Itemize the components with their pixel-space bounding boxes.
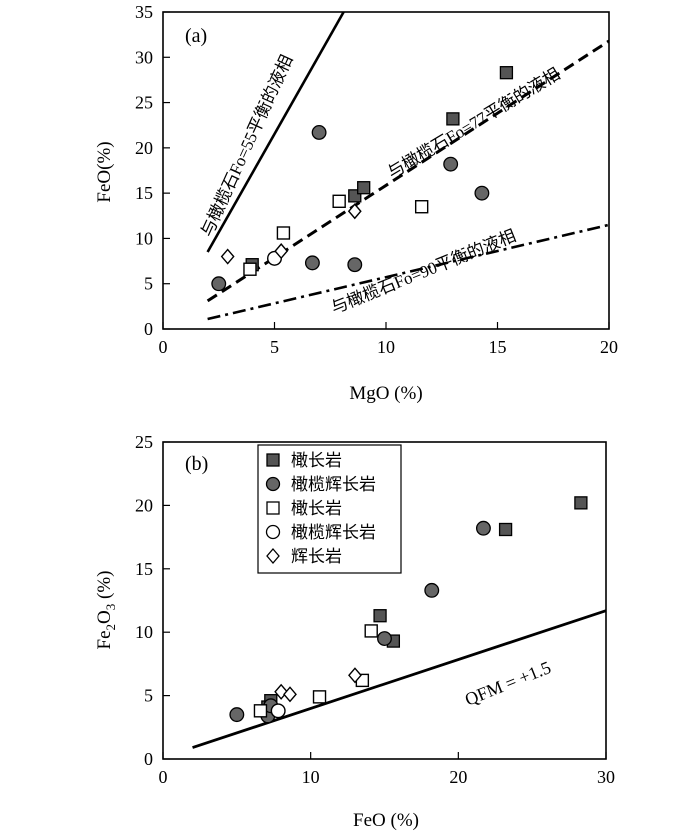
data-point-open-square xyxy=(312,690,327,704)
data-point-open-square xyxy=(332,194,346,208)
panel-b-ticks: 0 10 20 30 0 5 10 15 20 25 xyxy=(135,432,615,787)
panel-a-y-tick-label: 35 xyxy=(135,2,153,22)
panel-a-x-tick-label: 0 xyxy=(159,337,168,357)
line-qfm xyxy=(192,609,606,749)
data-point-filled-square xyxy=(357,181,371,195)
data-point-open-diamond xyxy=(347,203,362,220)
data-point-filled-circle xyxy=(424,582,440,598)
line-fo77 xyxy=(206,39,609,303)
panel-b-y-tick-label: 25 xyxy=(135,432,153,452)
panel-a-y-axis-label: FeO(%) xyxy=(94,141,115,202)
data-point-filled-circle xyxy=(229,707,245,723)
panel-a-y-tick-label: 0 xyxy=(144,319,153,339)
data-point-open-circle xyxy=(270,703,286,719)
panel-b-plot-frame xyxy=(162,441,607,760)
panel-a-y-tick-label: 25 xyxy=(135,93,153,113)
panel-a-y-tick-label: 30 xyxy=(135,47,153,67)
legend-item-4: 橄榄辉长岩 xyxy=(291,523,376,542)
data-point-filled-square xyxy=(574,496,588,510)
panel-a-y-tick-label: 5 xyxy=(144,274,153,294)
legend-item-2: 橄榄辉长岩 xyxy=(291,475,376,494)
data-point-open-square xyxy=(276,226,291,240)
legend-item-3: 橄长岩 xyxy=(291,499,342,518)
data-point-open-diamond xyxy=(220,248,235,265)
legend-marker-filled-circle xyxy=(265,476,281,492)
legend-marker-open-diamond xyxy=(266,548,280,564)
panel-b-y-tick-label: 15 xyxy=(135,559,153,579)
legend-item-1: 橄长岩 xyxy=(291,451,342,470)
data-point-open-diamond xyxy=(348,667,362,684)
panel-a-x-tick-label: 15 xyxy=(489,337,507,357)
panel-b-x-axis-label: FeO (%) xyxy=(353,810,419,831)
panel-a-y-tick-label: 20 xyxy=(135,138,153,158)
panel-a-y-tick-label: 15 xyxy=(135,183,153,203)
panel-b-y-tick-label: 20 xyxy=(135,495,153,515)
data-point-filled-circle xyxy=(211,276,227,292)
data-point-filled-circle xyxy=(475,520,491,536)
line-fo55 xyxy=(206,12,345,253)
data-point-filled-circle xyxy=(443,156,459,172)
line-fo77-label: 与橄榄石Fo=77平衡的液相 xyxy=(384,64,563,182)
panel-a: 0 5 10 15 20 0 5 10 15 20 25 30 35 (a) 与橄榄石Fo=55平衡的液… xyxy=(94,2,618,404)
panel-a-x-tick-label: 20 xyxy=(600,337,618,357)
panel-b-points xyxy=(229,496,588,724)
data-point-filled-circle xyxy=(474,185,490,201)
data-point-open-square xyxy=(253,704,268,718)
data-point-open-square xyxy=(243,262,257,276)
panel-a-x-axis-label: MgO (%) xyxy=(349,383,422,404)
panel-b-y-tick-label: 10 xyxy=(135,622,153,642)
line-fo90-label: 与橄榄石Fo=90平衡的液相 xyxy=(328,226,518,318)
panel-a-x-tick-label: 5 xyxy=(270,337,279,357)
panel-a-y-tick-label: 10 xyxy=(135,228,153,248)
data-point-filled-circle xyxy=(347,257,363,273)
legend-marker-open-circle xyxy=(265,524,281,540)
panel-b-x-tick-label: 30 xyxy=(597,767,615,787)
data-point-filled-circle xyxy=(304,255,320,271)
data-point-filled-circle xyxy=(377,631,392,646)
panel-a-points xyxy=(211,66,514,292)
line-qfm-label: QFM = +1.5 xyxy=(462,657,554,710)
panel-a-label: (a) xyxy=(185,25,207,47)
data-point-filled-square xyxy=(373,609,387,623)
data-point-open-square xyxy=(364,624,378,638)
panel-b: 0 10 20 30 0 5 10 15 20 25 (b) QFM = +1.5 橄长岩 橄榄辉… xyxy=(94,432,615,831)
line-fo55-label: 与橄榄石Fo=55平衡的液相 xyxy=(197,52,296,240)
legend-box xyxy=(257,444,402,574)
panel-b-label: (b) xyxy=(185,453,208,475)
panel-b-y-tick-label: 5 xyxy=(144,686,153,706)
panel-b-x-tick-label: 10 xyxy=(302,767,320,787)
data-point-open-diamond xyxy=(283,686,297,703)
data-point-open-diamond xyxy=(274,243,289,260)
data-point-filled-square xyxy=(498,522,513,537)
data-point-filled-circle xyxy=(311,125,327,140)
panel-a-ticks: 0 5 10 15 20 0 5 10 15 20 25 30 35 xyxy=(135,2,618,357)
panel-b-x-tick-label: 0 xyxy=(159,767,168,787)
legend-marker-open-square xyxy=(266,501,280,515)
panel-a-x-tick-label: 10 xyxy=(377,337,395,357)
line-fo90 xyxy=(207,223,609,321)
data-point-open-square xyxy=(414,200,429,214)
panel-b-y-axis-label: Fe2O3 (%) xyxy=(94,571,118,650)
data-point-filled-square xyxy=(446,112,460,126)
legend-item-5: 辉长岩 xyxy=(291,547,342,566)
legend-marker-filled-square xyxy=(266,453,280,467)
panel-b-y-tick-label: 0 xyxy=(144,749,153,769)
data-point-filled-square xyxy=(499,66,514,80)
legend: 橄长岩 橄榄辉长岩 橄长岩 橄榄辉长岩 辉长岩 xyxy=(257,444,402,574)
panel-b-x-tick-label: 20 xyxy=(449,767,467,787)
